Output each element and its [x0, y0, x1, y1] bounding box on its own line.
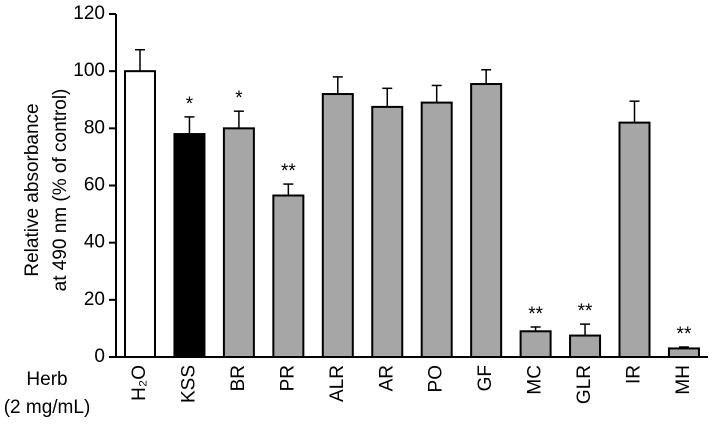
y-tick-label: 100	[73, 60, 105, 81]
x-tick-label: ALR	[327, 365, 348, 402]
x-tick-label: IR	[624, 365, 645, 384]
bar	[569, 334, 602, 358]
bar	[321, 93, 354, 359]
y-tick-label: 20	[84, 289, 105, 310]
y-tick-label: 40	[84, 232, 105, 253]
x-tick-label: H₂O	[129, 365, 150, 401]
x-axis-label: (2 mg/mL)	[4, 397, 91, 418]
y-axis-label: at 490 nm (% of control)	[50, 89, 71, 292]
significance-label: **	[677, 324, 692, 345]
y-tick-label: 120	[73, 3, 105, 24]
significance-label: *	[235, 88, 243, 109]
bar	[272, 194, 305, 358]
x-tick-label: BR	[228, 365, 249, 391]
y-axis-label: Relative absorbance	[22, 103, 43, 276]
x-tick-label: KSS	[178, 365, 199, 403]
bar	[618, 121, 651, 358]
bar	[420, 101, 453, 358]
x-axis-label: Herb	[26, 369, 67, 390]
x-tick-label: PO	[426, 365, 447, 392]
bar	[124, 70, 156, 359]
bar	[371, 105, 404, 359]
y-tick-label: 60	[84, 175, 105, 196]
x-tick-label: GF	[475, 365, 496, 391]
y-tick-label: 0	[94, 346, 105, 367]
bar	[470, 83, 503, 358]
bar	[173, 133, 206, 358]
x-tick-label: MC	[525, 365, 546, 395]
bar	[222, 127, 255, 358]
x-tick-label: AR	[376, 365, 397, 391]
significance-label: **	[281, 161, 296, 182]
bar	[519, 330, 552, 358]
x-tick-label: PR	[277, 365, 298, 391]
significance-label: **	[578, 301, 593, 322]
significance-label: **	[528, 304, 543, 325]
y-tick-label: 80	[84, 117, 105, 138]
significance-label: *	[186, 94, 194, 115]
x-tick-label: MH	[673, 365, 694, 395]
bar	[667, 347, 700, 358]
x-tick-label: GLR	[574, 365, 595, 404]
